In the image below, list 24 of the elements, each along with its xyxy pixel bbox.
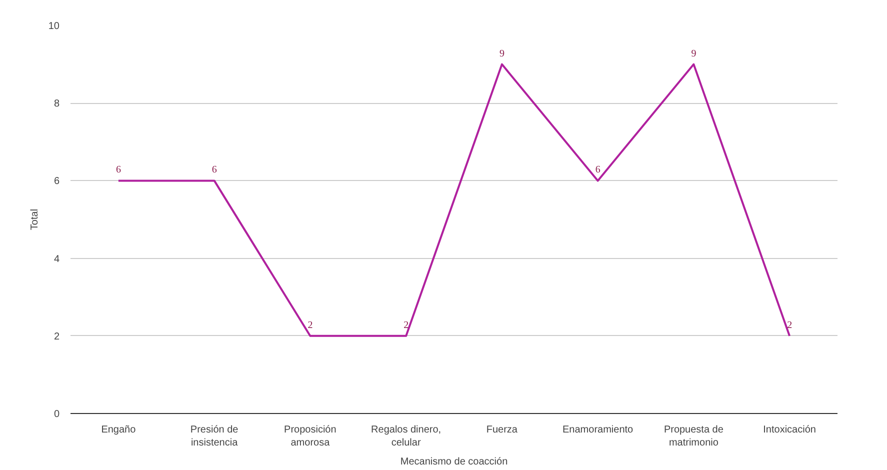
y-tick-label: 8 — [54, 98, 60, 110]
x-axis-title: Mecanismo de coacción — [400, 456, 508, 468]
data-label: 6 — [212, 164, 217, 176]
y-tick-label: 10 — [48, 21, 60, 32]
y-tick-label: 2 — [54, 331, 60, 342]
data-label: 2 — [787, 320, 792, 331]
y-tick-label: 6 — [54, 176, 60, 188]
data-label: 6 — [116, 164, 121, 176]
x-tick-label: Presión de insistencia — [190, 424, 239, 449]
data-label: 6 — [595, 164, 600, 176]
x-tick-label: Enamoramiento — [562, 424, 634, 436]
x-tick-label: Proposición amorosa — [284, 424, 336, 449]
x-tick-label: Regalos dinero, celular — [371, 424, 442, 449]
x-tick-label: Fuerza — [486, 424, 518, 436]
data-label: 2 — [404, 320, 409, 331]
y-tick-label: 0 — [54, 409, 60, 420]
data-label: 9 — [499, 48, 504, 60]
x-tick-label: Engaño — [101, 424, 136, 436]
x-tick-label: Intoxicación — [763, 424, 816, 436]
x-tick-label: Propuesta de matrimonio — [664, 424, 724, 449]
data-label: 9 — [691, 48, 696, 60]
y-tick-label: 4 — [54, 254, 60, 265]
y-axis-title: Total — [29, 208, 40, 230]
data-label: 2 — [308, 320, 313, 331]
